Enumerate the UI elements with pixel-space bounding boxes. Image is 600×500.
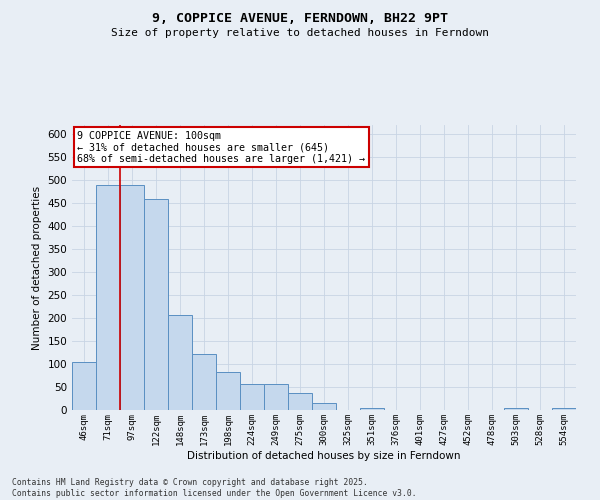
Bar bbox=[264, 384, 288, 410]
Bar bbox=[360, 408, 384, 410]
Bar bbox=[96, 185, 120, 410]
Bar bbox=[240, 384, 264, 410]
Bar bbox=[552, 408, 576, 410]
X-axis label: Distribution of detached houses by size in Ferndown: Distribution of detached houses by size … bbox=[187, 450, 461, 460]
Text: Size of property relative to detached houses in Ferndown: Size of property relative to detached ho… bbox=[111, 28, 489, 38]
Bar bbox=[72, 362, 96, 410]
Bar bbox=[168, 315, 192, 410]
Bar bbox=[144, 200, 168, 410]
Bar bbox=[504, 408, 528, 410]
Bar bbox=[216, 372, 240, 410]
Bar bbox=[120, 185, 144, 410]
Y-axis label: Number of detached properties: Number of detached properties bbox=[32, 186, 42, 350]
Text: Contains HM Land Registry data © Crown copyright and database right 2025.
Contai: Contains HM Land Registry data © Crown c… bbox=[12, 478, 416, 498]
Text: 9, COPPICE AVENUE, FERNDOWN, BH22 9PT: 9, COPPICE AVENUE, FERNDOWN, BH22 9PT bbox=[152, 12, 448, 26]
Bar bbox=[288, 392, 312, 410]
Bar bbox=[192, 354, 216, 410]
Bar bbox=[312, 403, 336, 410]
Text: 9 COPPICE AVENUE: 100sqm
← 31% of detached houses are smaller (645)
68% of semi-: 9 COPPICE AVENUE: 100sqm ← 31% of detach… bbox=[77, 130, 365, 164]
